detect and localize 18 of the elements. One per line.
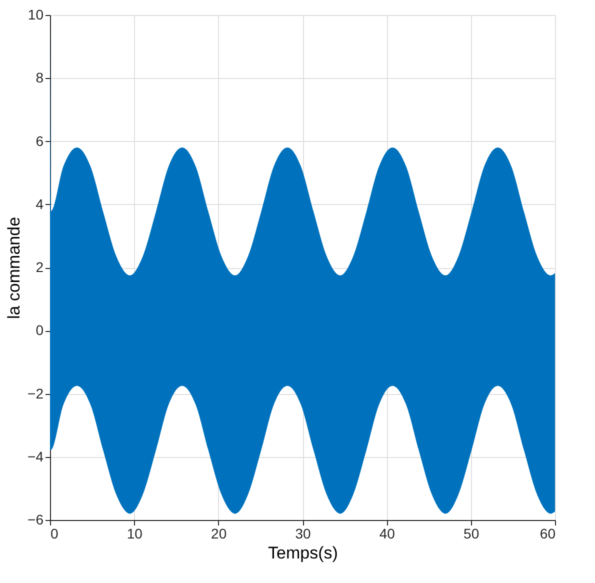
x-tick-label: 60 [540, 526, 556, 542]
x-tick-label: 20 [211, 526, 227, 542]
y-tick-label: 10 [28, 6, 44, 22]
y-tick-label: 0 [36, 322, 44, 338]
x-tick-label: 50 [464, 526, 480, 542]
y-tick-label: −2 [28, 385, 44, 402]
x-tick-label: 0 [50, 526, 58, 542]
x-axis-title: Temps(s) [268, 544, 338, 562]
x-tick-label: 30 [295, 526, 311, 542]
x-tick-label: 10 [126, 526, 143, 542]
y-tick-label: 4 [36, 196, 44, 212]
y-tick-label: −4 [28, 448, 44, 464]
y-tick-label: 6 [36, 132, 44, 149]
x-tick-label: 40 [379, 526, 396, 542]
y-tick-label: 2 [36, 259, 44, 275]
y-tick-label: −6 [28, 512, 44, 528]
y-tick-label: 8 [36, 70, 44, 86]
y-axis-title: la commande [4, 216, 24, 320]
